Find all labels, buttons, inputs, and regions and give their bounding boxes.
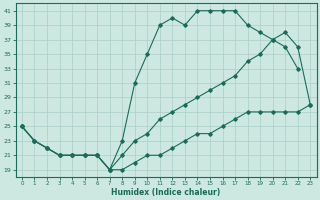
X-axis label: Humidex (Indice chaleur): Humidex (Indice chaleur): [111, 188, 221, 197]
